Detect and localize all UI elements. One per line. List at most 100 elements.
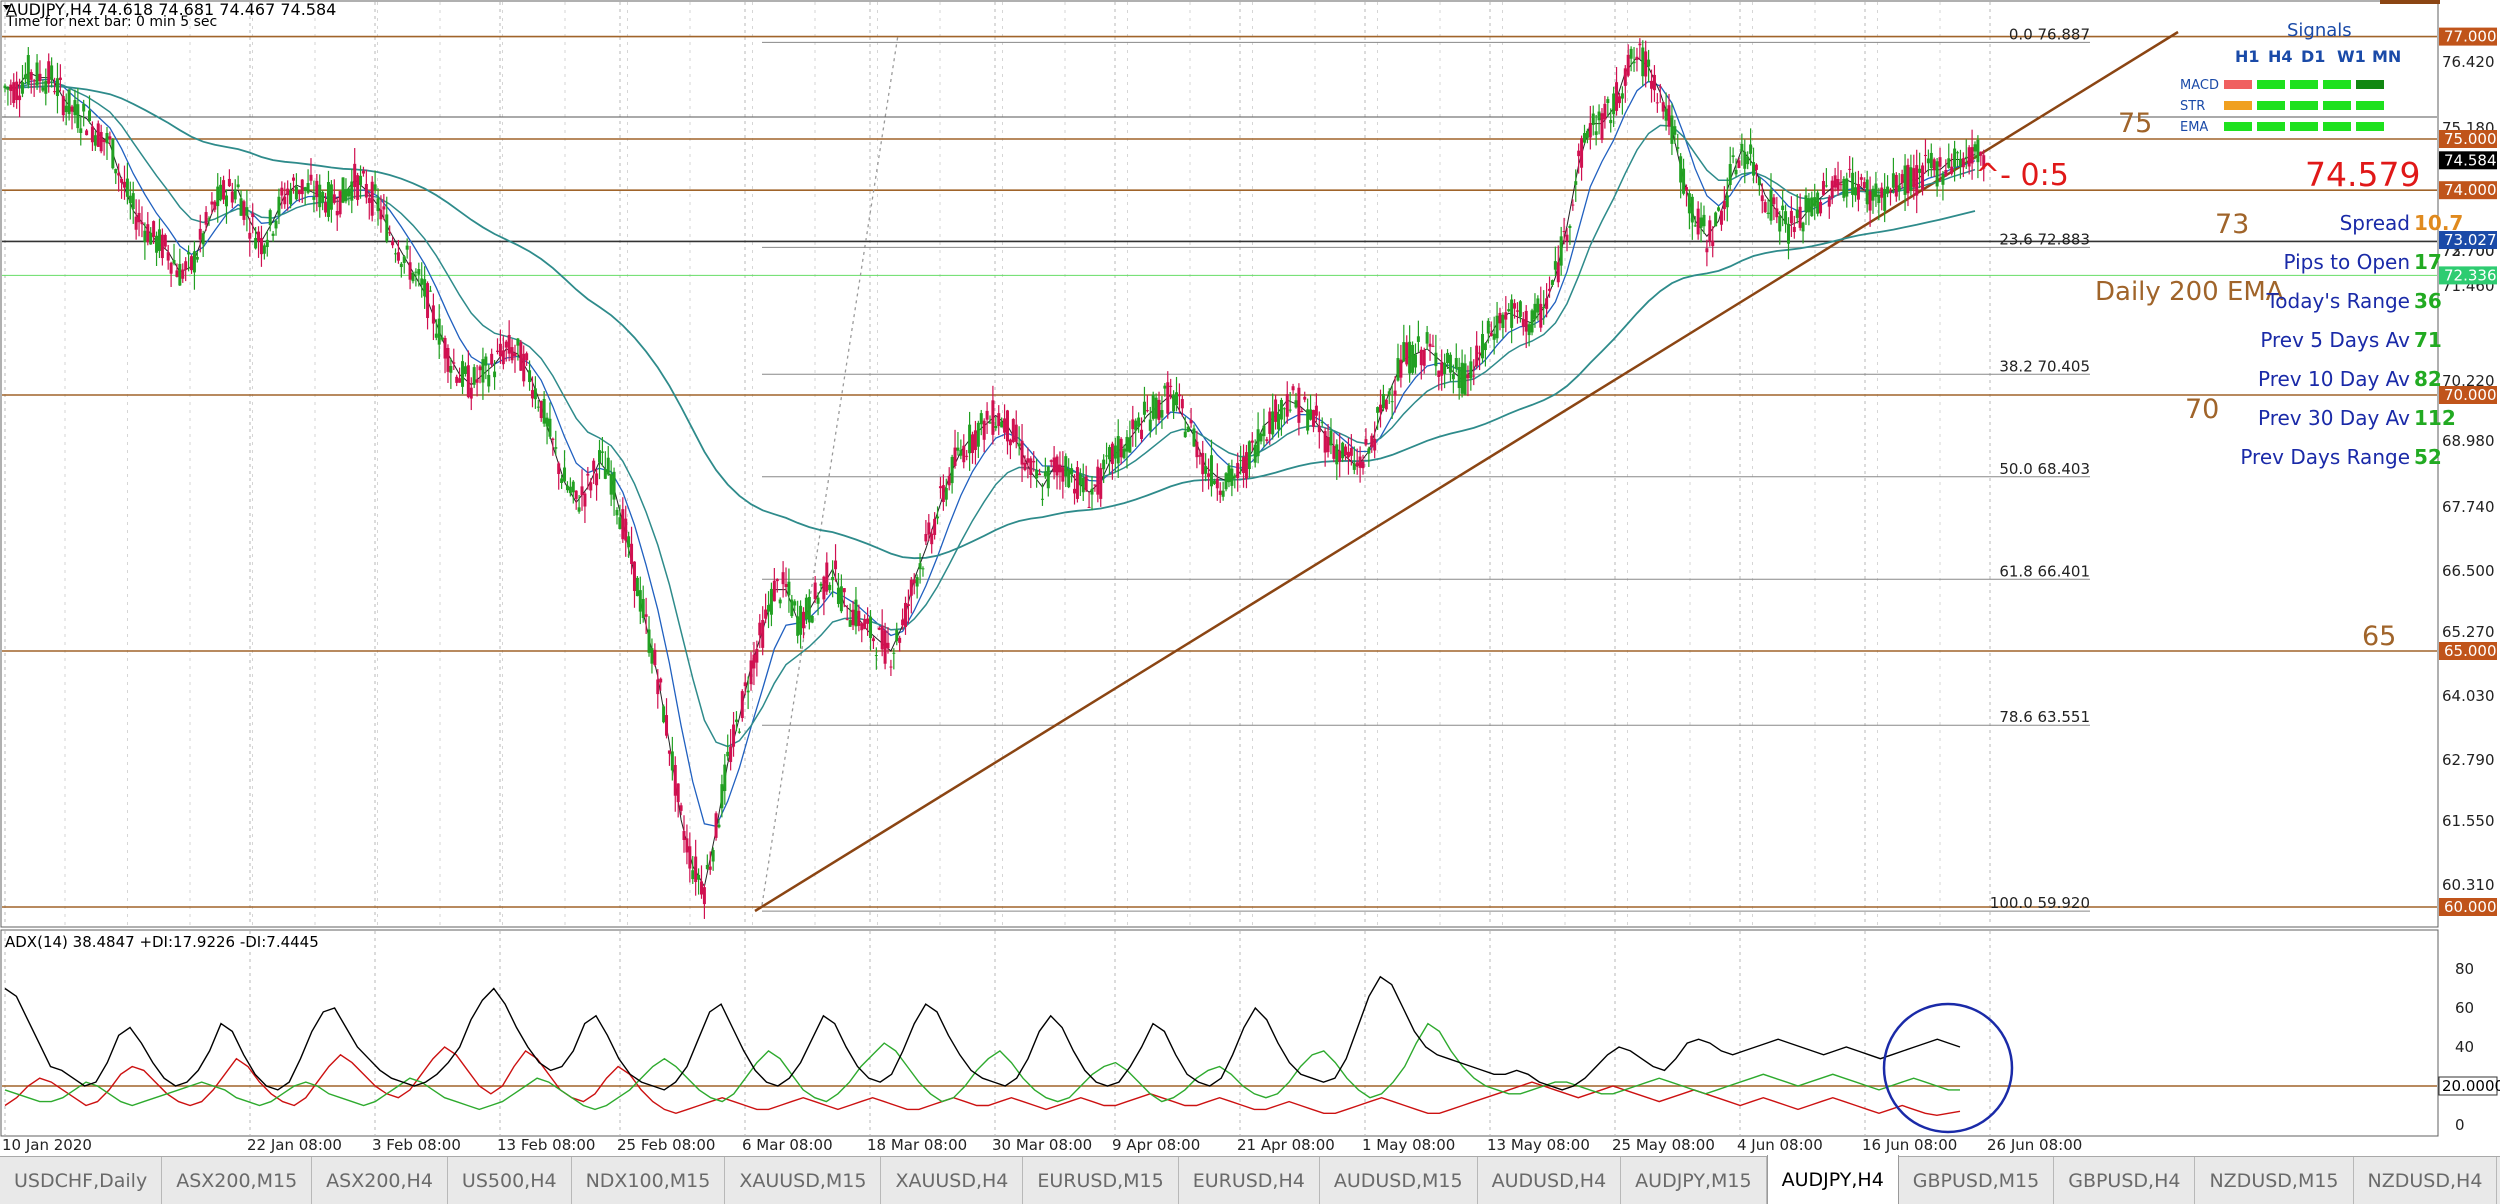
candle-body	[1734, 169, 1738, 175]
candle-body	[446, 347, 450, 372]
candle-body	[1099, 468, 1103, 499]
candle-body	[411, 272, 415, 282]
horizontal-levels[interactable]	[2, 35, 2437, 908]
tab-gbpusd-h4[interactable]: GBPUSD,H4	[2054, 1157, 2196, 1204]
tab-audjpy-m15[interactable]: AUDJPY,M15	[1621, 1157, 1767, 1204]
tab-audusd-m15[interactable]: AUDUSD,M15	[1320, 1157, 1478, 1204]
candle-body	[1151, 394, 1155, 419]
candle-body	[1947, 158, 1951, 168]
candle-body	[1518, 301, 1522, 317]
candle-body	[271, 233, 275, 236]
candle-body	[1661, 102, 1665, 112]
candle-body	[120, 178, 124, 183]
candle-body	[685, 838, 689, 853]
candle-body	[889, 666, 893, 668]
trendline[interactable]	[754, 30, 2179, 913]
candle-body	[1956, 152, 1960, 154]
candle-body	[1218, 490, 1222, 495]
candle-body	[1690, 196, 1694, 223]
candle-body	[149, 232, 153, 245]
candle-body	[1827, 197, 1831, 207]
tab-asx200-h4[interactable]: ASX200,H4	[312, 1157, 448, 1204]
candle-body	[1856, 184, 1860, 200]
tab-nzdusd-h4[interactable]: NZDUSD,H4	[2354, 1157, 2498, 1204]
candle-body	[831, 577, 835, 581]
fibonacci-levels[interactable]: 0.0 76.887 23.6 72.883 38.2 70.405 50.0 68.…	[761, 25, 2090, 912]
candle-body	[609, 474, 613, 495]
candle-body	[1769, 190, 1773, 221]
candle-body	[1953, 148, 1957, 167]
candle-body	[1562, 231, 1566, 233]
candle-body	[956, 447, 960, 451]
tab-usdchf-daily[interactable]: USDCHF,Daily	[0, 1157, 163, 1204]
candle-body	[1075, 467, 1079, 499]
time-tick: 30 Mar 08:00	[992, 1136, 1092, 1154]
candle-body	[1288, 409, 1292, 411]
candle-body	[1387, 391, 1391, 395]
candle-body	[207, 218, 211, 220]
candle-body	[481, 359, 485, 383]
candle-body	[259, 237, 263, 255]
tab-audusd-h4[interactable]: AUDUSD,H4	[1478, 1157, 1622, 1204]
grid-lines	[4, 2, 1991, 1135]
candle-body	[1530, 310, 1534, 333]
candle-body	[901, 619, 905, 626]
tab-eurusd-h4[interactable]: EURUSD,H4	[1179, 1157, 1320, 1204]
tab-audjpy-h4[interactable]: AUDJPY,H4	[1766, 1155, 1899, 1204]
price-axis[interactable]: 76.42075.18073.70072.70071.46070.22068.9…	[2439, 28, 2497, 916]
candle-body	[1247, 441, 1251, 470]
candle-body	[265, 239, 269, 248]
candle-body	[364, 183, 368, 198]
tab-xauusd-h4[interactable]: XAUUSD,H4	[881, 1157, 1024, 1204]
candle-body	[912, 579, 916, 584]
signal-cell	[2224, 122, 2252, 131]
candle-body	[347, 188, 351, 197]
symbol-info-text: AUDJPY,H4 74.618 74.681 74.467 74.584	[6, 0, 336, 19]
adx-panel-frame	[0, 929, 2439, 1137]
candle-body	[58, 77, 62, 81]
fib-anchor-line[interactable]	[761, 34, 899, 906]
tab-ndx100-m15[interactable]: NDX100,M15	[572, 1157, 726, 1204]
candle-body	[1285, 394, 1289, 417]
candle-body	[1565, 234, 1569, 241]
candle-body	[711, 850, 715, 862]
tab-eurusd-m15[interactable]: EURUSD,M15	[1023, 1157, 1179, 1204]
candle-body	[1571, 204, 1575, 206]
stat-value: 17	[2414, 250, 2442, 274]
candle-body	[102, 139, 106, 143]
tab-asx200-m15[interactable]: ASX200,M15	[162, 1157, 313, 1204]
candle-body	[1320, 422, 1324, 424]
candle-body	[1215, 478, 1219, 489]
candle-body	[1399, 359, 1403, 378]
candle-body	[612, 471, 616, 500]
candle-body	[1405, 342, 1409, 365]
candle-body	[1358, 456, 1362, 468]
candle-body	[752, 654, 756, 669]
candle-body	[1839, 184, 1843, 186]
candle-body	[554, 447, 558, 449]
candle-body	[1813, 197, 1817, 207]
tab-gbpusd-m15[interactable]: GBPUSD,M15	[1899, 1157, 2055, 1204]
candle-body	[437, 318, 441, 345]
candle-body	[420, 278, 424, 285]
candle-body	[224, 195, 228, 207]
candle-body	[563, 467, 567, 482]
candle-body	[676, 783, 680, 803]
price-label: 74.000	[2444, 181, 2497, 199]
candle-body	[883, 630, 887, 664]
tab-xauusd-m15[interactable]: XAUUSD,M15	[725, 1157, 882, 1204]
price-label-box	[2439, 266, 2497, 285]
candle-body	[568, 486, 572, 494]
tab-us500-h4[interactable]: US500,H4	[448, 1157, 572, 1204]
candle-body	[869, 616, 873, 639]
candle-body	[440, 337, 444, 340]
candle-body	[1737, 160, 1741, 169]
candle-body	[423, 279, 427, 297]
tab-nzdusd-m15[interactable]: NZDUSD,M15	[2195, 1157, 2354, 1204]
candle-body	[216, 186, 220, 207]
candle-body	[665, 715, 669, 736]
candle-body	[1317, 425, 1321, 433]
candle-body	[1137, 417, 1141, 427]
collapse-arrow-icon[interactable]	[3, 5, 10, 10]
